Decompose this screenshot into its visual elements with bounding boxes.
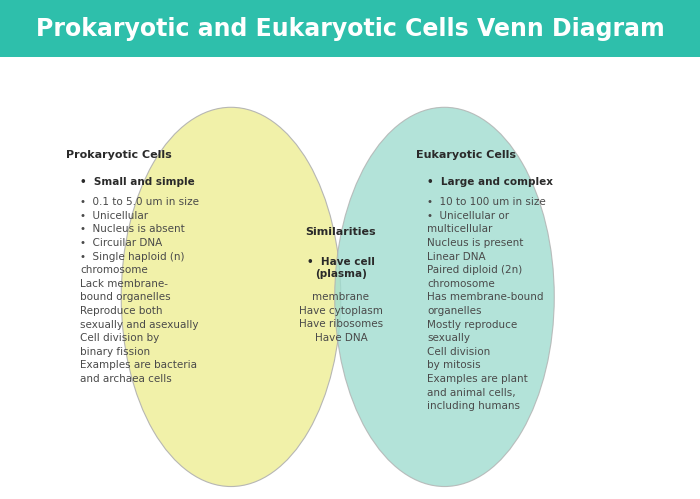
Text: Prokaryotic Cells: Prokaryotic Cells <box>66 150 172 160</box>
Text: •  10 to 100 um in size
•  Unicellular or
multicellular
Nucleus is present
Linea: • 10 to 100 um in size • Unicellular or … <box>427 197 546 411</box>
Text: •  Have cell
(plasma): • Have cell (plasma) <box>307 257 374 279</box>
Text: •  Small and simple: • Small and simple <box>80 177 195 187</box>
Ellipse shape <box>121 107 341 487</box>
Text: •  Large and complex: • Large and complex <box>427 177 553 187</box>
Text: Similarities: Similarities <box>306 227 376 237</box>
Text: membrane
Have cytoplasm
Have ribosomes
Have DNA: membrane Have cytoplasm Have ribosomes H… <box>299 292 383 343</box>
Text: Prokaryotic and Eukaryotic Cells Venn Diagram: Prokaryotic and Eukaryotic Cells Venn Di… <box>36 16 664 41</box>
Ellipse shape <box>335 107 554 487</box>
FancyBboxPatch shape <box>0 0 700 57</box>
Text: Eukaryotic Cells: Eukaryotic Cells <box>416 150 517 160</box>
Text: •  0.1 to 5.0 um in size
•  Unicellular
•  Nucleus is absent
•  Circuilar DNA
• : • 0.1 to 5.0 um in size • Unicellular • … <box>80 197 200 384</box>
